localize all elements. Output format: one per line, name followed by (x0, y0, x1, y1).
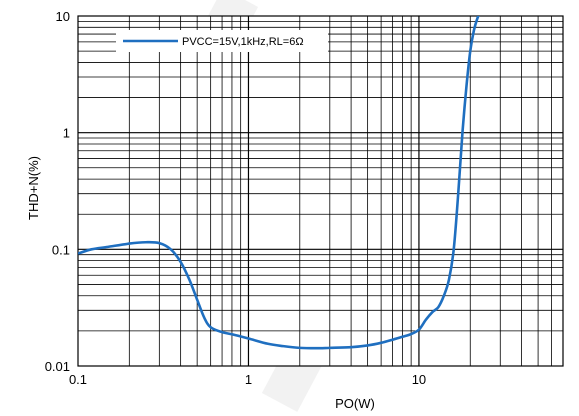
y-tick-label: 0.1 (52, 242, 70, 257)
legend-label: PVCC=15V,1kHz,RL=6Ω (182, 36, 304, 48)
x-tick-label: 0.1 (69, 372, 87, 387)
legend: PVCC=15V,1kHz,RL=6Ω (116, 30, 328, 52)
series-line (78, 16, 480, 350)
x-tick-label: 10 (412, 372, 426, 387)
y-tick-label: 10 (56, 9, 70, 24)
x-tick-label: 1 (245, 372, 252, 387)
plot-background (78, 16, 563, 366)
grid (78, 16, 563, 366)
series-layer (78, 16, 480, 350)
y-tick-label: 1 (63, 126, 70, 141)
y-tick-label: 0.01 (45, 359, 70, 374)
y-axis-title: THD+N(%) (26, 156, 41, 220)
x-axis-title: PO(W) (335, 396, 375, 411)
plot-frame (77, 15, 564, 367)
legend-box (116, 30, 328, 52)
